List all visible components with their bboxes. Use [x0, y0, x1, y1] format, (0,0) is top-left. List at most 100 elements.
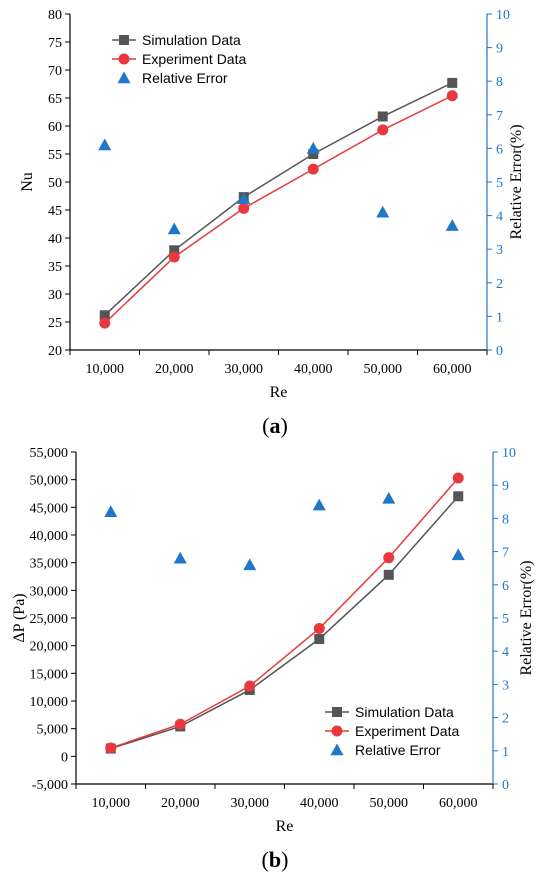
data-point	[377, 124, 389, 136]
series-line	[110, 495, 459, 750]
y-tick-label: 5,000	[37, 723, 69, 738]
data-point	[105, 742, 117, 754]
y-tick-label: 35,000	[30, 557, 69, 572]
legend-label: Experiment Data	[355, 723, 459, 739]
data-point	[169, 245, 180, 256]
data-point	[99, 310, 110, 321]
x-tick-label: 20,000	[155, 362, 194, 377]
y-tick-label: 50,000	[30, 474, 69, 489]
x-tick-label: 10,000	[92, 796, 131, 811]
right-y-tick-label: 6	[496, 142, 503, 157]
y-tick-label: 55,000	[30, 446, 69, 461]
right-y-tick-label: 0	[502, 778, 509, 793]
x-tick-label: 30,000	[231, 796, 270, 811]
series-line	[104, 82, 453, 316]
x-tick-label: 60,000	[439, 796, 478, 811]
data-point	[446, 90, 458, 102]
y-axis-label: Nu	[19, 172, 36, 192]
right-y-tick-label: 7	[496, 109, 503, 124]
data-point	[453, 491, 464, 502]
data-point	[244, 680, 256, 692]
data-point	[376, 205, 390, 218]
data-point	[167, 222, 181, 235]
legend-label: Relative Error	[355, 742, 441, 758]
right-y-tick-label: 0	[496, 344, 503, 359]
data-point	[377, 111, 388, 122]
y-tick-label: 25	[48, 316, 62, 331]
data-point	[168, 251, 180, 263]
legend-label: Simulation Data	[355, 704, 454, 720]
y-tick-label: 60	[48, 120, 62, 135]
y-tick-label: 15,000	[30, 667, 69, 682]
y-tick-label: 30,000	[30, 584, 69, 599]
legend-marker	[117, 71, 131, 84]
y-tick-label: 40	[48, 232, 62, 247]
right-y-axis-label: Relative Error(%)	[508, 124, 525, 239]
y-tick-label: -5,000	[32, 778, 68, 793]
x-axis-label: Re	[270, 384, 288, 401]
y-tick-label: 30	[48, 288, 62, 303]
right-y-tick-label: 5	[496, 176, 503, 191]
right-y-tick-label: 3	[502, 678, 509, 693]
y-tick-label: 65	[48, 92, 62, 107]
data-point	[237, 192, 251, 204]
y-tick-label: 20,000	[30, 640, 69, 655]
data-point	[447, 77, 458, 88]
right-y-tick-label: 8	[502, 512, 509, 527]
right-y-tick-label: 2	[496, 277, 503, 292]
legend-marker	[119, 35, 129, 45]
x-tick-label: 60,000	[433, 362, 472, 377]
y-tick-label: 55	[48, 148, 62, 163]
legend-label: Simulation Data	[142, 32, 241, 48]
chart-panel-a: 2025303540455055606570758001234567891010…	[19, 8, 525, 438]
legend: Simulation Data Experiment Data Relative E…	[112, 32, 246, 86]
right-y-tick-label: 10	[496, 8, 510, 23]
series-experiment-data	[105, 472, 464, 754]
y-tick-label: 45	[48, 204, 62, 219]
data-point	[306, 141, 320, 154]
right-y-tick-label: 3	[496, 243, 503, 258]
data-point	[383, 552, 395, 564]
legend-marker	[332, 707, 342, 717]
y-tick-label: 40,000	[30, 529, 69, 544]
y-tick-label: 25,000	[30, 612, 69, 627]
data-point	[174, 718, 186, 730]
series-relative-error	[104, 491, 465, 571]
data-point	[312, 498, 326, 511]
right-y-tick-label: 4	[502, 645, 509, 660]
x-tick-label: 30,000	[225, 362, 264, 377]
right-y-axis-label: Relative Error(%)	[518, 560, 535, 675]
data-point	[104, 505, 118, 517]
y-tick-label: 50	[48, 176, 62, 191]
right-y-tick-label: 9	[502, 479, 509, 494]
x-tick-label: 10,000	[86, 362, 125, 377]
right-y-tick-label: 10	[502, 446, 516, 461]
legend-label: Relative Error	[142, 70, 228, 86]
right-y-tick-label: 2	[502, 712, 509, 727]
data-point	[238, 202, 250, 214]
data-point	[243, 558, 257, 571]
legend-label: Experiment Data	[142, 51, 246, 67]
data-point	[313, 623, 325, 635]
legend-marker	[118, 53, 130, 65]
series-simulation-data	[99, 77, 458, 321]
chart-panel-b: -5,000 0 5,000 10,000 15,000 20,000 25,000 30,0…	[11, 446, 535, 872]
y-tick-label: 80	[48, 8, 62, 23]
series-experiment-data	[99, 90, 458, 329]
y-tick-label: 20	[48, 344, 62, 359]
x-tick-label: 40,000	[300, 796, 339, 811]
data-point	[452, 472, 464, 484]
right-y-tick-label: 9	[496, 42, 503, 57]
y-tick-label: 10,000	[30, 695, 69, 710]
x-tick-label: 40,000	[294, 362, 333, 377]
right-y-tick-label: 1	[502, 745, 509, 760]
legend-marker	[331, 725, 343, 737]
right-y-tick-label: 7	[502, 546, 509, 561]
right-y-tick-label: 6	[502, 579, 509, 594]
data-point	[314, 634, 325, 645]
y-axis-label: ΔP (Pa)	[11, 593, 28, 642]
legend-marker	[330, 743, 344, 756]
right-y-tick-label: 4	[496, 210, 503, 225]
